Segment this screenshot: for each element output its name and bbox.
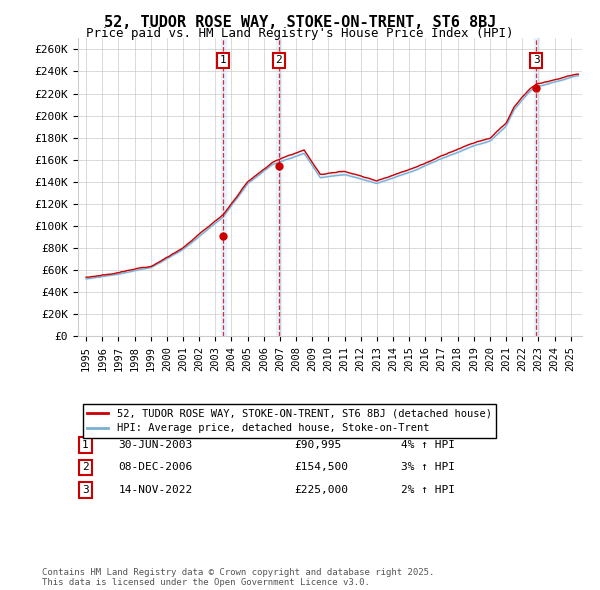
Text: 4% ↑ HPI: 4% ↑ HPI [401,440,455,450]
Bar [534,38,539,336]
Text: 2: 2 [82,463,89,473]
Text: 1: 1 [82,440,89,450]
Text: 3: 3 [533,55,539,65]
Text: 2: 2 [275,55,282,65]
Text: Contains HM Land Registry data © Crown copyright and database right 2025.
This d: Contains HM Land Registry data © Crown c… [42,568,434,587]
Text: £154,500: £154,500 [295,463,349,473]
Text: 1: 1 [220,55,227,65]
Text: £225,000: £225,000 [295,485,349,495]
Text: 52, TUDOR ROSE WAY, STOKE-ON-TRENT, ST6 8BJ: 52, TUDOR ROSE WAY, STOKE-ON-TRENT, ST6 … [104,15,496,30]
Text: 3: 3 [82,485,89,495]
Text: Price paid vs. HM Land Registry's House Price Index (HPI): Price paid vs. HM Land Registry's House … [86,27,514,40]
Text: 08-DEC-2006: 08-DEC-2006 [118,463,193,473]
Text: £90,995: £90,995 [295,440,342,450]
Text: 3% ↑ HPI: 3% ↑ HPI [401,463,455,473]
Text: 14-NOV-2022: 14-NOV-2022 [118,485,193,495]
Text: 2% ↑ HPI: 2% ↑ HPI [401,485,455,495]
Bar [277,38,281,336]
Legend: 52, TUDOR ROSE WAY, STOKE-ON-TRENT, ST6 8BJ (detached house), HPI: Average price: 52, TUDOR ROSE WAY, STOKE-ON-TRENT, ST6 … [83,404,496,438]
Bar [221,38,226,336]
Text: 30-JUN-2003: 30-JUN-2003 [118,440,193,450]
